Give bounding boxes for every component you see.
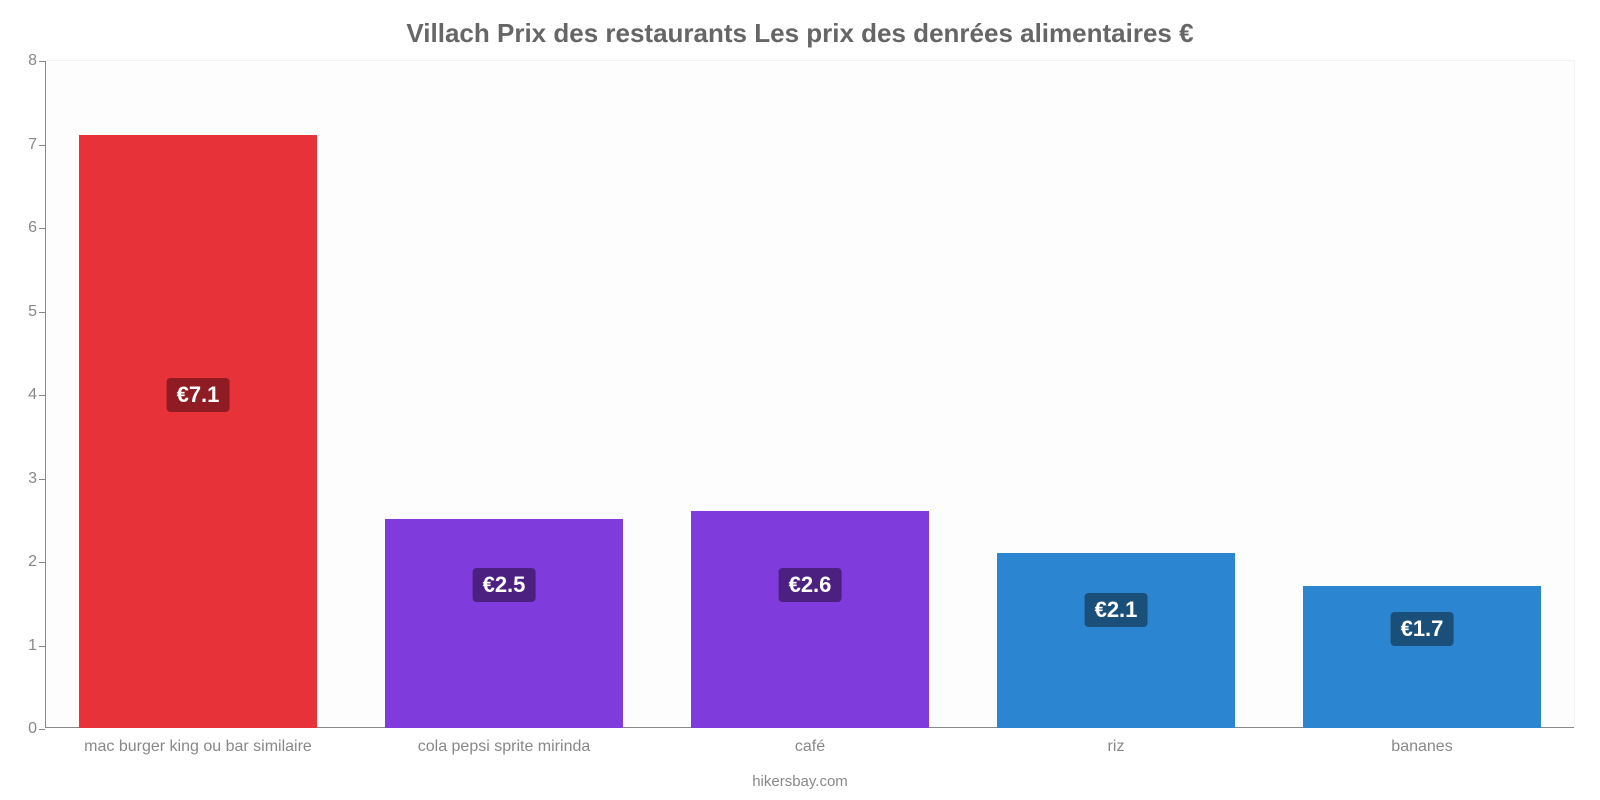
x-tick-label: bananes <box>1391 728 1452 756</box>
bar-value-label: €2.5 <box>473 568 536 602</box>
bar <box>385 519 624 728</box>
y-tick-mark <box>39 562 45 563</box>
x-tick-label: café <box>795 728 825 756</box>
y-axis-line <box>45 61 46 728</box>
bar-value-label: €1.7 <box>1391 612 1454 646</box>
y-tick-mark <box>39 395 45 396</box>
bar <box>997 553 1236 728</box>
bar <box>691 511 930 728</box>
chart-title: Villach Prix des restaurants Les prix de… <box>0 0 1600 49</box>
bar <box>1303 586 1542 728</box>
x-tick-label: riz <box>1108 728 1125 756</box>
y-tick-mark <box>39 145 45 146</box>
y-tick-mark <box>39 61 45 62</box>
bar-value-label: €7.1 <box>167 378 230 412</box>
y-tick-mark <box>39 729 45 730</box>
y-tick-mark <box>39 479 45 480</box>
plot-area: 012345678mac burger king ou bar similair… <box>45 60 1575 728</box>
x-tick-label: cola pepsi sprite mirinda <box>418 728 591 756</box>
price-bar-chart: Villach Prix des restaurants Les prix de… <box>0 0 1600 800</box>
bar-value-label: €2.1 <box>1085 593 1148 627</box>
chart-footer: hikersbay.com <box>752 773 848 790</box>
y-tick-mark <box>39 646 45 647</box>
y-tick-mark <box>39 312 45 313</box>
bar <box>79 135 318 728</box>
x-tick-label: mac burger king ou bar similaire <box>84 728 312 756</box>
bar-value-label: €2.6 <box>779 568 842 602</box>
y-tick-mark <box>39 228 45 229</box>
